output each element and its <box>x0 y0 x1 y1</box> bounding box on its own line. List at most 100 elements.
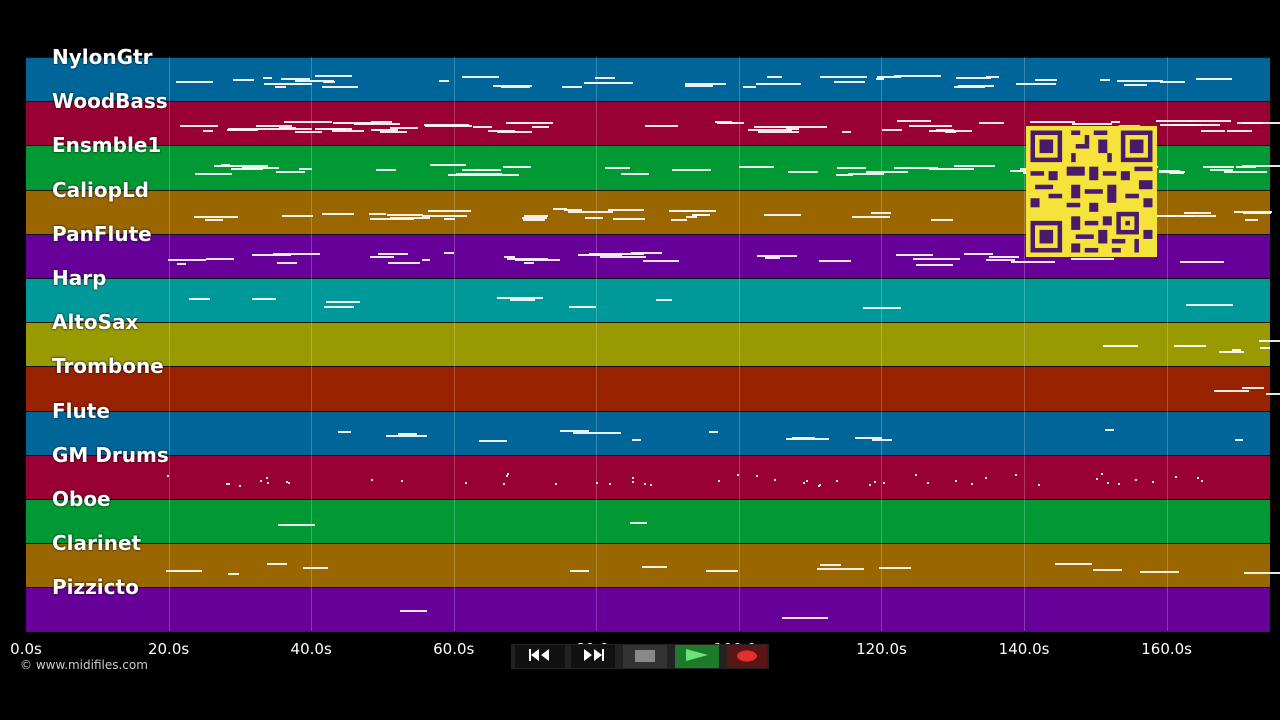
time-tick-label: 160.0s <box>1141 640 1193 658</box>
copyright-text: © www.midifiles.com <box>20 658 148 672</box>
note-mark <box>568 211 614 214</box>
note-mark <box>1265 393 1280 396</box>
note-mark <box>833 81 865 84</box>
note-mark <box>425 124 472 127</box>
note-mark <box>871 439 893 442</box>
note-mark <box>630 522 648 525</box>
lane-nylongtr[interactable] <box>26 57 1270 102</box>
note-mark <box>1116 80 1163 83</box>
note-mark <box>584 217 604 220</box>
note-mark <box>1107 481 1110 484</box>
lane-label: Clarinet <box>52 531 142 556</box>
note-mark <box>465 482 468 485</box>
note-mark <box>264 82 302 85</box>
note-mark <box>474 169 502 172</box>
note-mark <box>375 169 396 172</box>
note-mark <box>1100 79 1111 82</box>
note-mark <box>502 483 505 486</box>
lane-label: Oboe <box>52 487 111 511</box>
note-mark <box>322 212 355 215</box>
note-mark <box>206 257 234 260</box>
note-mark <box>569 570 589 573</box>
note-mark <box>871 211 891 214</box>
note-mark <box>855 437 882 440</box>
note-mark <box>507 257 549 260</box>
lane-label: WoodBass <box>52 89 168 114</box>
note-mark <box>531 126 549 129</box>
note-mark <box>228 127 265 130</box>
note-mark <box>568 305 596 308</box>
play-button[interactable] <box>675 645 719 668</box>
lane-trombone[interactable] <box>26 366 1270 411</box>
gridline <box>311 57 313 631</box>
lane-gm-drums[interactable] <box>26 454 1270 499</box>
note-mark <box>443 218 456 220</box>
note-mark <box>835 174 854 177</box>
note-mark <box>233 78 255 81</box>
note-mark <box>1158 170 1185 173</box>
note-mark <box>765 257 781 260</box>
rewind-button[interactable] <box>515 645 565 668</box>
note-mark <box>705 569 738 572</box>
lane-altosax[interactable] <box>26 322 1270 367</box>
note-mark <box>763 214 802 217</box>
note-mark <box>873 480 876 483</box>
rewind-icon <box>527 647 553 666</box>
note-mark <box>371 121 392 124</box>
note-mark <box>915 474 918 477</box>
note-mark <box>225 483 228 486</box>
note-mark <box>277 261 298 264</box>
note-mark <box>255 124 292 127</box>
note-mark <box>778 126 827 129</box>
note-mark <box>228 482 231 485</box>
note-mark <box>324 305 355 308</box>
stop-button[interactable] <box>623 645 667 668</box>
gridline <box>168 57 170 631</box>
note-mark <box>1175 476 1178 479</box>
note-mark <box>176 262 186 265</box>
lane-label: CaliopLd <box>52 177 150 202</box>
note-mark <box>985 75 999 78</box>
note-mark <box>1213 389 1250 392</box>
lane-oboe[interactable] <box>26 499 1270 544</box>
note-mark <box>1231 349 1241 352</box>
note-mark <box>461 75 500 78</box>
note-mark <box>841 130 852 133</box>
note-mark <box>1034 79 1058 82</box>
note-mark <box>398 433 418 436</box>
note-mark <box>737 474 740 477</box>
note-mark <box>276 170 306 173</box>
note-mark <box>1224 171 1267 174</box>
lane-label: Trombone <box>52 354 164 379</box>
note-mark <box>956 77 992 80</box>
note-mark <box>879 566 911 569</box>
gridline <box>881 57 883 631</box>
lane-label: NylonGtr <box>52 45 153 69</box>
note-mark <box>1234 438 1243 441</box>
note-mark <box>1159 81 1185 84</box>
note-mark <box>273 253 321 256</box>
lane-harp[interactable] <box>26 278 1270 323</box>
note-mark <box>739 166 774 169</box>
lane-pizzicto[interactable] <box>26 587 1270 632</box>
note-mark <box>609 482 612 485</box>
note-mark <box>497 131 532 134</box>
fast-forward-button[interactable] <box>571 645 615 668</box>
note-mark <box>1015 82 1057 85</box>
note-mark <box>1259 346 1270 349</box>
note-mark <box>552 208 568 211</box>
note-mark <box>1110 121 1121 124</box>
note-mark <box>522 219 545 222</box>
note-mark <box>585 81 634 84</box>
note-mark <box>560 429 589 432</box>
note-mark <box>774 478 777 481</box>
note-mark <box>684 83 726 86</box>
note-mark <box>717 479 720 482</box>
note-mark <box>443 252 454 255</box>
note-mark <box>369 255 394 258</box>
note-mark <box>837 166 867 169</box>
record-button[interactable] <box>727 645 767 668</box>
lane-flute[interactable] <box>26 410 1270 455</box>
note-mark <box>1242 121 1280 124</box>
note-mark <box>862 307 902 310</box>
